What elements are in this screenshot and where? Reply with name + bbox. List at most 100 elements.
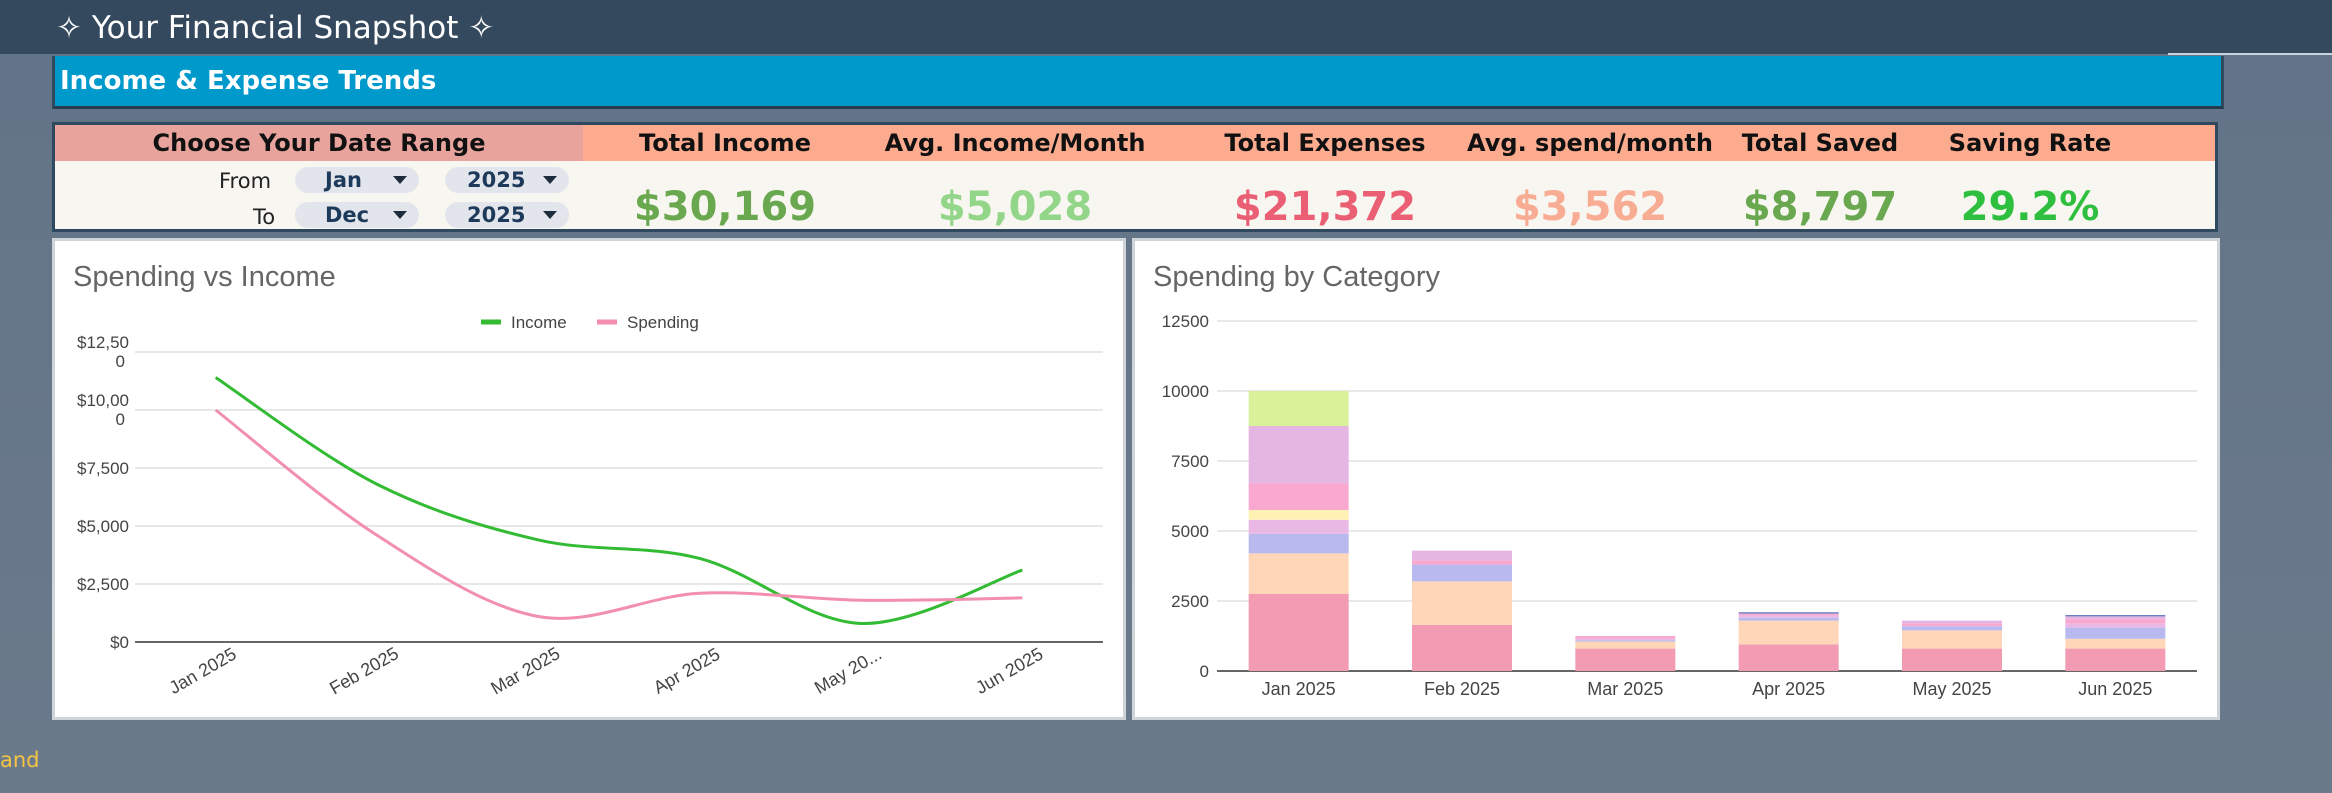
y-tick-label: 0 xyxy=(1200,662,1209,681)
chevron-down-icon xyxy=(543,176,557,184)
bar-segment xyxy=(1575,648,1676,671)
total-expenses-value: $21,372 xyxy=(1233,184,1417,230)
y-tick-label: 7500 xyxy=(1171,452,1209,471)
from-month-dropdown[interactable]: Jan xyxy=(295,167,419,193)
x-tick-label: Jan 2025 xyxy=(166,644,240,698)
bar-segment xyxy=(1738,644,1839,671)
bar-segment xyxy=(1575,638,1676,641)
bar-segment xyxy=(1248,533,1349,554)
bar-segment xyxy=(1575,636,1676,639)
bar-segment xyxy=(1412,550,1512,561)
to-year-value: 2025 xyxy=(467,203,526,227)
chart-title: Spending by Category xyxy=(1153,261,1440,293)
bar-segment xyxy=(1902,620,2002,624)
y-tick-label: $12,50 0 xyxy=(77,333,129,371)
bar-segment xyxy=(2065,615,2166,617)
x-tick-label: Mar 2025 xyxy=(1587,679,1663,699)
from-label: From xyxy=(219,169,272,193)
bar-segment xyxy=(1248,553,1349,594)
saving-rate-label: Saving Rate xyxy=(1948,129,2112,157)
bar-segment xyxy=(1575,640,1676,642)
saving-rate-value: 29.2% xyxy=(1960,184,2100,230)
from-year-dropdown[interactable]: 2025 xyxy=(445,167,569,193)
y-tick-label: $2,500 xyxy=(77,575,129,594)
avg-income-label: Avg. Income/Month xyxy=(884,129,1146,157)
x-tick-label: Apr 2025 xyxy=(650,644,723,698)
x-tick-label: Mar 2025 xyxy=(487,643,563,698)
x-tick-label: Feb 2025 xyxy=(1424,679,1500,699)
bar-segment xyxy=(2065,616,2166,620)
bar-segment xyxy=(2065,627,2166,639)
from-year-value: 2025 xyxy=(467,168,526,192)
y-tick-label: 10000 xyxy=(1162,382,1209,401)
spending-by-category-card: Spending by Category 0 2500 5000 7500 10000 1… xyxy=(1132,238,2220,720)
bar-segment xyxy=(1248,510,1349,520)
total-saved-label: Total Saved xyxy=(1741,129,1899,157)
title-bar: ✧ Your Financial Snapshot ✧ xyxy=(0,0,2332,55)
bar-segment xyxy=(1412,624,1512,671)
legend-label: Income xyxy=(511,313,567,332)
kpi-panel: Choose Your Date Range From To Jan 2025 … xyxy=(52,122,2218,232)
y-tick-label: $0 xyxy=(110,633,129,652)
bar-segment xyxy=(1248,391,1349,426)
to-month-value: Dec xyxy=(325,203,370,227)
total-income-value: $30,169 xyxy=(633,184,817,230)
dashboard-title: ✧ Your Financial Snapshot ✧ xyxy=(56,10,495,46)
bar-segment xyxy=(1902,630,2002,649)
footer-text-fragment: and xyxy=(0,748,40,772)
bar-segment xyxy=(1738,613,1839,615)
bar-segment xyxy=(1248,483,1349,510)
y-tick-label: $5,000 xyxy=(77,517,129,536)
bar-segment xyxy=(1248,594,1349,671)
income-series-line xyxy=(214,376,1023,625)
bar-segment xyxy=(1902,626,2002,631)
line-chart: $0 $2,500 $5,000 $7,500 $10,00 0 $12,50 0 Jan 20… xyxy=(77,313,1103,698)
avg-spend-label: Avg. spend/month xyxy=(1467,129,1713,157)
date-range-label: Choose Your Date Range xyxy=(152,129,486,157)
chart-title: Spending vs Income xyxy=(73,261,336,293)
x-tick-label: Feb 2025 xyxy=(326,643,402,698)
total-income-label: Total Income xyxy=(639,129,811,157)
spending-vs-income-card: Spending vs Income $0 $2,500 $5,000 $7,500 $… xyxy=(52,238,1126,720)
x-tick-label: Jan 2025 xyxy=(1262,679,1336,699)
bar-segment xyxy=(1902,648,2002,671)
bar-segment xyxy=(2065,638,2166,649)
x-tick-label: Apr 2025 xyxy=(1752,679,1825,699)
y-tick-label: $7,500 xyxy=(77,459,129,478)
avg-income-value: $5,028 xyxy=(937,184,1093,230)
bar-segment xyxy=(1738,617,1839,621)
from-month-value: Jan xyxy=(325,168,362,192)
bar-segment xyxy=(1248,426,1349,484)
chevron-down-icon xyxy=(393,211,407,219)
total-expenses-label: Total Expenses xyxy=(1224,129,1426,157)
x-tick-label: Jun 2025 xyxy=(972,644,1046,698)
chevron-down-icon xyxy=(543,211,557,219)
bar-segment xyxy=(1412,560,1512,565)
date-range-header: Choose Your Date Range xyxy=(55,125,583,161)
to-month-dropdown[interactable]: Dec xyxy=(295,202,419,228)
bar-segment xyxy=(2065,648,2166,671)
spending-series-line xyxy=(214,408,1023,620)
bar-segment xyxy=(2065,619,2166,624)
bar-segment xyxy=(1738,620,1839,645)
section-title: Income & Expense Trends xyxy=(60,66,437,96)
to-label: To xyxy=(253,205,276,229)
avg-spend-value: $3,562 xyxy=(1512,184,1668,230)
bar-segment xyxy=(1738,615,1839,618)
section-header: Income & Expense Trends xyxy=(52,56,2224,109)
y-tick-label: 12500 xyxy=(1162,312,1209,331)
x-tick-label: May 20... xyxy=(811,644,885,698)
y-tick-label: 5000 xyxy=(1171,522,1209,541)
y-tick-label: $10,00 0 xyxy=(77,391,129,429)
bar-segment xyxy=(1902,623,2002,627)
x-tick-label: Jun 2025 xyxy=(2078,679,2152,699)
x-tick-label: May 2025 xyxy=(1912,679,1991,699)
to-year-dropdown[interactable]: 2025 xyxy=(445,202,569,228)
bar-segment xyxy=(1412,564,1512,582)
bar-segment xyxy=(1412,581,1512,625)
y-tick-label: 2500 xyxy=(1171,592,1209,611)
bar-segment xyxy=(1575,641,1676,649)
total-saved-value: $8,797 xyxy=(1742,184,1898,230)
chevron-down-icon xyxy=(393,176,407,184)
bar-segment xyxy=(2065,623,2166,628)
